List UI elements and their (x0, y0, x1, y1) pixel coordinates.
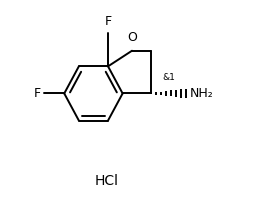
Text: HCl: HCl (95, 174, 119, 188)
Text: F: F (34, 87, 41, 100)
Text: O: O (127, 31, 137, 45)
Text: &1: &1 (162, 73, 175, 82)
Text: F: F (105, 15, 112, 28)
Text: NH₂: NH₂ (190, 87, 214, 100)
